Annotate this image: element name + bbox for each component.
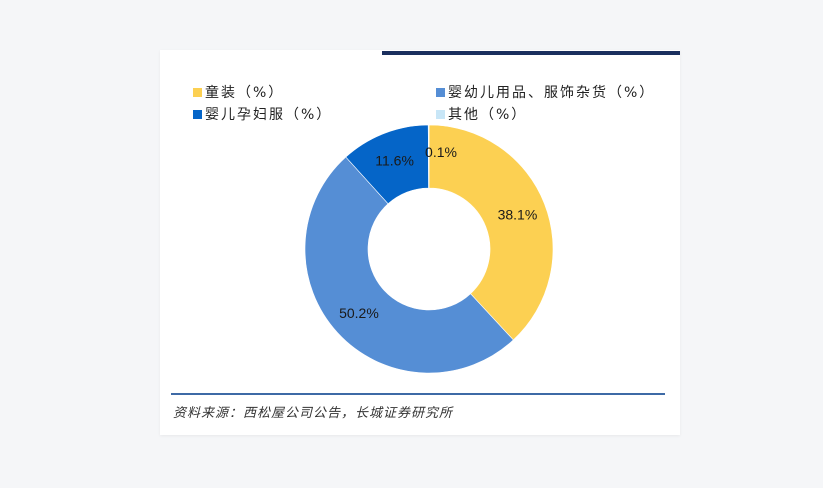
slice-other <box>427 124 430 189</box>
donut-chart: 38.1% 50.2% 11.6% 0.1% <box>304 124 554 374</box>
header-accent-bar <box>382 51 680 55</box>
source-note: 资料来源：西松屋公司公告，长城证券研究所 <box>173 406 454 421</box>
slice-childrens-clothing <box>428 124 554 341</box>
legend-label: 婴幼儿用品、服饰杂货（%） <box>448 85 656 101</box>
legend-swatch-mid-blue <box>436 87 445 97</box>
legend-swatch-light-blue <box>436 109 445 119</box>
legend-item-baby-goods: 婴幼儿用品、服饰杂货（%） <box>436 82 655 102</box>
slice-baby-goods <box>304 156 514 374</box>
slice-value-label: 11.6% <box>375 152 414 168</box>
donut-labels: 38.1% 50.2% 11.6% 0.1% <box>339 144 537 321</box>
legend-item-childrens-clothing: 童装（%） <box>193 82 284 102</box>
donut-slices <box>304 124 554 374</box>
legend-item-other: 其他（%） <box>436 104 527 124</box>
slice-value-label: 50.2% <box>339 305 379 321</box>
source-divider <box>171 393 665 395</box>
chart-card: 童装（%） 婴幼儿用品、服饰杂货（%） 婴儿孕妇服（%） 其他（%） 38.1%… <box>160 50 680 435</box>
legend-label: 其他（%） <box>448 107 528 123</box>
legend-swatch-yellow <box>193 87 202 97</box>
legend-swatch-dark-blue <box>193 109 202 119</box>
legend-label: 婴儿孕妇服（%） <box>205 107 333 123</box>
slice-value-label: 38.1% <box>498 206 538 222</box>
legend-label: 童装（%） <box>205 85 285 101</box>
legend-item-maternity-wear: 婴儿孕妇服（%） <box>193 104 332 124</box>
slice-value-label: 0.1% <box>425 144 457 160</box>
